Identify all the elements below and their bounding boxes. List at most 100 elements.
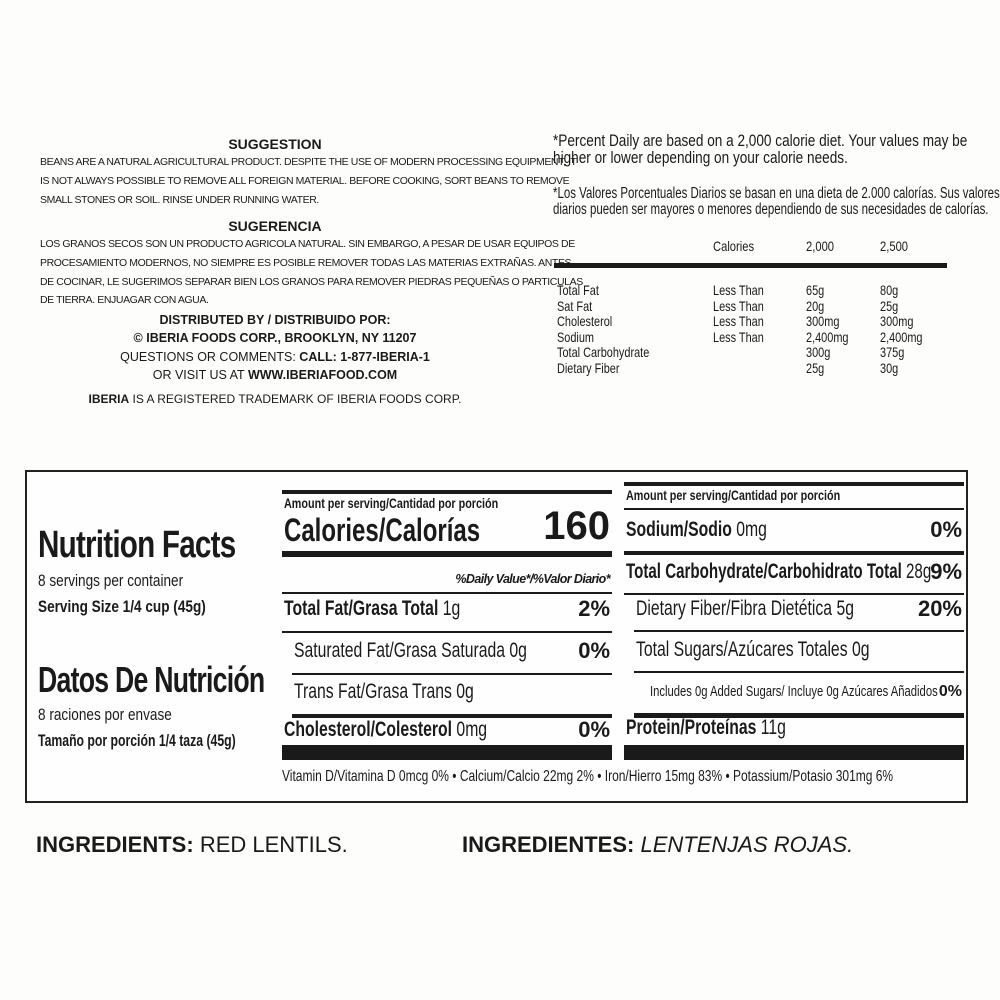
- sugerencia-text-1: LOS GRANOS SECOS SON UN PRODUCTO AGRICOL…: [40, 238, 575, 250]
- sugerencia-title: SUGERENCIA: [228, 218, 322, 234]
- vitamins-minerals: Vitamin D/Vitamina D 0mcg 0% • Calcium/C…: [282, 768, 894, 785]
- nutrient-amount: 5g: [836, 597, 854, 620]
- nutrient-row: Protein/Proteínas 11g: [626, 716, 786, 740]
- ingredientes-label: INGREDIENTES:: [462, 832, 635, 857]
- nutrient-label: Saturated Fat/Grasa Saturada: [294, 639, 505, 662]
- divider: [634, 671, 964, 673]
- nutrient-amount: 1g: [442, 597, 461, 620]
- nutrient-row: Total Carbohydrate/Carbohidrato Total 28…: [626, 560, 931, 584]
- questions-label: QUESTIONS OR COMMENTS:: [120, 350, 296, 364]
- dv-row-cell: 65g: [806, 282, 825, 298]
- divider: [292, 673, 612, 675]
- dv-row-cell: Total Carbohydrate: [557, 344, 650, 360]
- nutrient-row: Cholesterol/Colesterol 0mg: [284, 718, 487, 742]
- nutrient-percent: 9%: [930, 559, 962, 584]
- trademark-text: IS A REGISTERED TRADEMARK OF IBERIA FOOD…: [132, 392, 462, 406]
- divider: [634, 630, 964, 632]
- divider: [282, 551, 612, 557]
- nutrient-row: Sodium/Sodio 0mg: [626, 518, 767, 542]
- nutrient-label: Dietary Fiber/Fibra Dietética: [636, 597, 833, 620]
- nutrient-label: Cholesterol/Colesterol: [284, 718, 453, 741]
- nutrient-label: Includes 0g Added Sugars/ Incluye 0g Azú…: [650, 683, 938, 700]
- nutrient-label: Total Carbohydrate/Carbohidrato Total: [626, 560, 902, 583]
- suggestion-text-2: IS NOT ALWAYS POSSIBLE TO REMOVE ALL FOR…: [40, 175, 570, 187]
- nutrient-amount: 0mg: [736, 518, 767, 541]
- dv-row-cell: Sodium: [557, 328, 595, 345]
- nutrient-label: Trans Fat/Grasa Trans: [294, 680, 452, 703]
- footnote-es-2: diarios pueden ser mayores o menores dep…: [553, 201, 989, 218]
- dv-row-cell: Less Than: [713, 328, 764, 345]
- amount-per-serving: Amount per serving/Cantidad por porción: [284, 496, 499, 511]
- divider: [624, 593, 964, 595]
- divider: [624, 745, 964, 760]
- calories-label: Calories/Calorías: [284, 512, 481, 548]
- nutrient-row: Saturated Fat/Grasa Saturada 0g: [294, 639, 527, 663]
- suggestion-title: SUGGESTION: [228, 136, 322, 152]
- sugerencia-text-3: DE COCINAR, LE SUGERIMOS SEPARAR BIEN LO…: [40, 276, 583, 288]
- company-address: © IBERIA FOODS CORP., BROOKLYN, NY 11207: [133, 331, 417, 345]
- footnote-en: *Percent Daily are based on a 2,000 calo…: [553, 132, 967, 166]
- amount-per-serving-right: Amount per serving/Cantidad por porción: [626, 488, 841, 503]
- nutrient-amount: 0g: [509, 639, 527, 662]
- nutrient-label: Protein/Proteínas: [626, 716, 757, 739]
- sugerencia-text-4: DE TIERRA. ENJUAGAR CON AGUA.: [40, 294, 209, 306]
- serving-size-es: Tamaño por porción 1/4 taza (45g): [38, 731, 236, 750]
- ingredientes-es: INGREDIENTES: LENTENJAS ROJAS.: [462, 832, 853, 858]
- nutrient-percent: 2%: [578, 596, 610, 621]
- visit-label: OR VISIT US AT: [152, 368, 245, 382]
- nutrient-amount: 11g: [760, 716, 786, 739]
- servings-es: 8 raciones por envase: [38, 705, 172, 724]
- dv-row-cell: Dietary Fiber: [557, 359, 620, 376]
- brand-name: IBERIA: [88, 392, 130, 406]
- dv-row-cell: Cholesterol: [557, 313, 613, 329]
- footnote-es: *Los Valores Porcentuales Diarios se bas…: [553, 186, 1000, 218]
- ingredientes-value: LENTENJAS ROJAS.: [640, 832, 854, 857]
- footnote-es-1: *Los Valores Porcentuales Diarios se bas…: [553, 185, 1000, 202]
- dv-row-cell: 300mg: [806, 313, 840, 329]
- dv-row-cell: Total Fat: [557, 282, 599, 298]
- nutrient-amount: 0g: [456, 680, 474, 703]
- nutrient-percent: 20%: [917, 596, 962, 621]
- footnote-en-1: *Percent Daily are based on a 2,000 calo…: [553, 131, 968, 150]
- datos-title: Datos De Nutrición: [38, 659, 265, 700]
- visit-line: OR VISIT US AT WWW.IBERIAFOOD.COM: [40, 368, 510, 382]
- divider: [292, 714, 612, 718]
- dv-row-cell: 300g: [806, 344, 831, 360]
- dv-header-calories: Calories: [713, 238, 755, 254]
- divider: [624, 551, 964, 555]
- dv-row-cell: 80g: [880, 282, 899, 298]
- dv-row-cell: 20g: [806, 297, 825, 314]
- nutrition-facts-title: Nutrition Facts: [38, 524, 236, 566]
- distributed-by: DISTRIBUTED BY / DISTRIBUIDO POR:: [159, 313, 391, 327]
- dv-row-cell: Less Than: [713, 313, 764, 329]
- nutrient-percent: 0%: [578, 717, 610, 742]
- nutrient-label: Total Fat/Grasa Total: [284, 597, 439, 620]
- nutrient-amount: 28g: [906, 560, 932, 583]
- nutrient-row: Total Fat/Grasa Total 1g: [284, 597, 460, 621]
- dv-row-cell: 2,400mg: [806, 328, 849, 345]
- nutrient-row: Includes 0g Added Sugars/ Incluye 0g Azú…: [650, 683, 938, 700]
- divider: [624, 508, 964, 510]
- dv-row-cell: 30g: [880, 359, 899, 376]
- dv-row-cell: Less Than: [713, 297, 764, 314]
- divider: [282, 745, 612, 760]
- daily-value-header: %Daily Value*/%Valor Diario*: [455, 572, 610, 586]
- servings-en: 8 servings per container: [38, 571, 184, 590]
- nutrient-percent: 0%: [578, 638, 610, 663]
- ingredients-en: INGREDIENTS: RED LENTILS.: [36, 832, 348, 858]
- dv-row-cell: 25g: [806, 359, 825, 376]
- nutrient-amount: 0mg: [456, 718, 488, 741]
- dv-row-cell: Sat Fat: [557, 297, 593, 314]
- nutrient-percent: 0%: [930, 517, 962, 542]
- website: WWW.IBERIAFOOD.COM: [247, 368, 398, 382]
- serving-size-en: Serving Size 1/4 cup (45g): [38, 597, 206, 616]
- calories-value: 160: [543, 504, 610, 548]
- nutrient-label: Total Sugars/Azúcares Totales: [636, 638, 848, 661]
- suggestion-text-3: SMALL STONES OR SOIL. RINSE UNDER RUNNIN…: [40, 194, 319, 206]
- dv-header-2500: 2,500: [880, 238, 909, 254]
- divider: [554, 263, 947, 268]
- nutrient-row: Dietary Fiber/Fibra Dietética 5g: [636, 597, 854, 621]
- trademark-line: IBERIA IS A REGISTERED TRADEMARK OF IBER…: [40, 392, 510, 406]
- questions-line: QUESTIONS OR COMMENTS: CALL: 1-877-IBERI…: [40, 350, 510, 364]
- dv-row-cell: 25g: [880, 297, 899, 314]
